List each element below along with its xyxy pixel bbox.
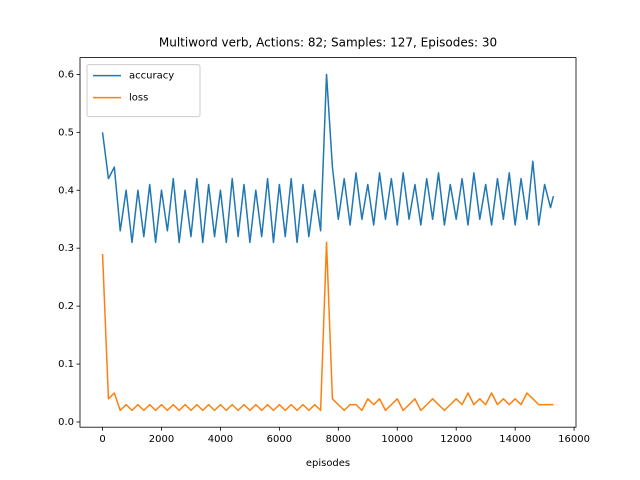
- legend-label: accuracy: [129, 71, 174, 82]
- x-tick-label: 0: [99, 434, 105, 445]
- x-tick-label: 6000: [267, 434, 292, 445]
- axes-frame: [79, 57, 577, 428]
- y-tick-label: 0.3: [58, 243, 74, 254]
- legend-box: [86, 64, 201, 118]
- x-tick-label: 4000: [208, 434, 233, 445]
- chart-title: Multiword verb, Actions: 82; Samples: 12…: [159, 36, 497, 50]
- x-axis-label: episodes: [306, 458, 350, 469]
- y-tick-label: 0.6: [58, 69, 74, 80]
- y-tick-label: 0.4: [58, 185, 74, 196]
- x-tick-label: 2000: [149, 434, 174, 445]
- line-series: [101, 73, 555, 244]
- x-tick-label: 8000: [326, 434, 351, 445]
- x-tick-label: 10000: [381, 434, 413, 445]
- y-tick-label: 0.2: [58, 301, 74, 312]
- x-tick-label: 12000: [440, 434, 472, 445]
- y-tick-label: 0.1: [58, 359, 74, 370]
- line-series: [101, 241, 554, 412]
- x-tick-label: 16000: [558, 434, 590, 445]
- y-tick-label: 0.5: [58, 127, 74, 138]
- y-tick-label: 0.0: [58, 417, 74, 428]
- legend-label: loss: [129, 93, 148, 104]
- x-tick-label: 14000: [499, 434, 531, 445]
